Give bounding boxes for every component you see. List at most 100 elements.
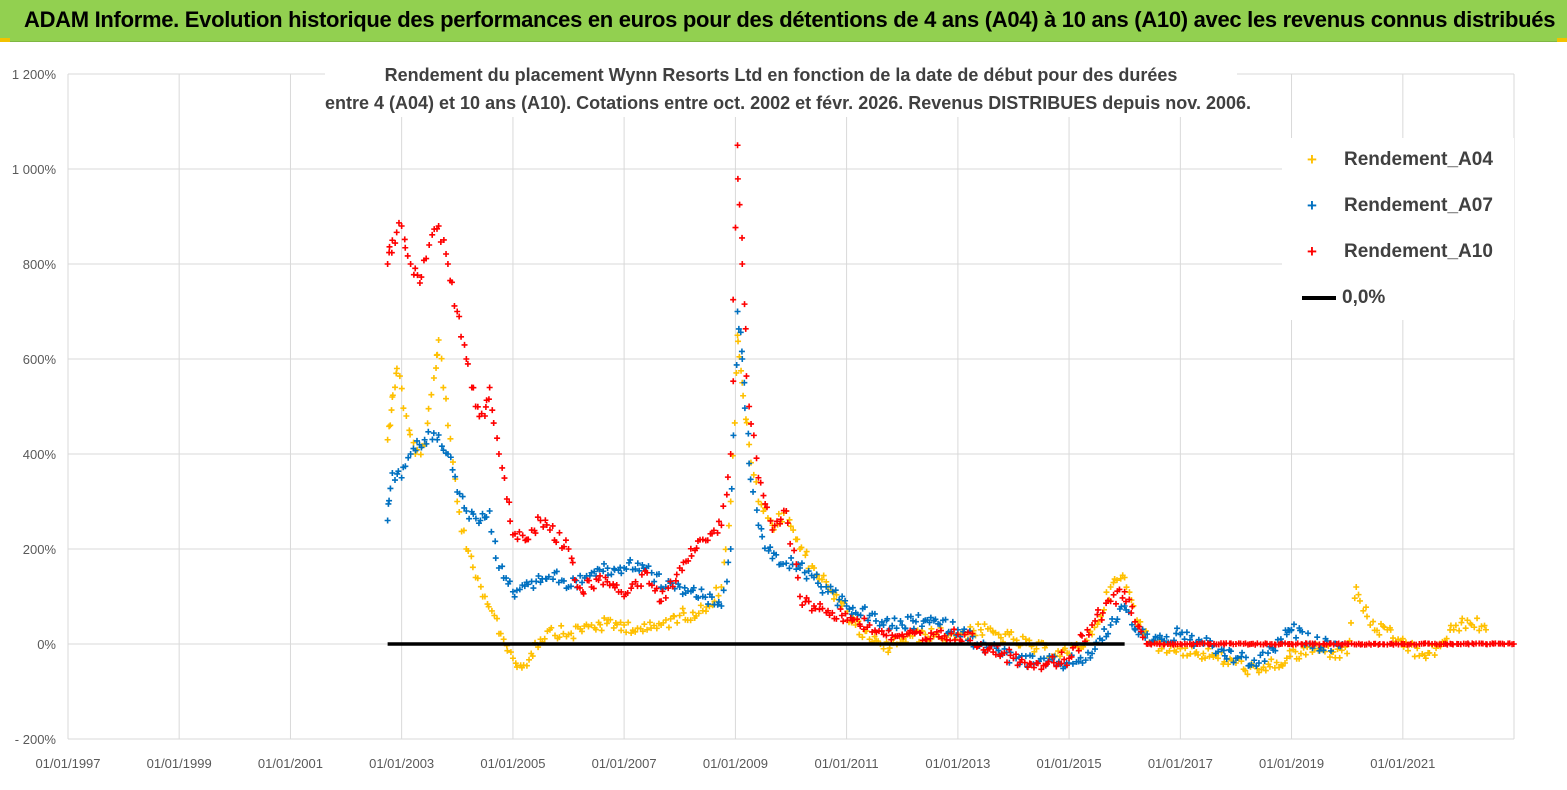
point-Rendement_A07 xyxy=(1114,616,1121,623)
point-Rendement_A04 xyxy=(1286,647,1293,654)
point-Rendement_A07 xyxy=(1259,649,1266,656)
point-Rendement_A07 xyxy=(1288,626,1295,633)
point-Rendement_A10 xyxy=(1465,641,1472,648)
point-Rendement_A07 xyxy=(503,575,510,582)
point-Rendement_A04 xyxy=(1326,654,1333,661)
point-Rendement_A07 xyxy=(438,443,445,450)
x-tick-label: 01/01/2013 xyxy=(925,756,990,771)
point-Rendement_A07 xyxy=(739,356,746,362)
point-Rendement_A04 xyxy=(460,527,467,534)
point-Rendement_A10 xyxy=(1138,628,1145,635)
point-Rendement_A07 xyxy=(1255,660,1262,666)
point-Rendement_A04 xyxy=(468,553,475,560)
point-Rendement_A07 xyxy=(488,528,495,535)
point-Rendement_A07 xyxy=(1261,658,1268,665)
point-Rendement_A10 xyxy=(693,545,700,552)
point-Rendement_A10 xyxy=(1075,647,1082,654)
point-Rendement_A10 xyxy=(992,651,999,658)
point-Rendement_A10 xyxy=(1084,626,1091,633)
point-Rendement_A04 xyxy=(1381,624,1388,631)
point-Rendement_A04 xyxy=(644,626,651,633)
point-Rendement_A07 xyxy=(893,625,900,632)
point-Rendement_A10 xyxy=(1007,652,1014,659)
point-Rendement_A07 xyxy=(623,566,630,573)
point-Rendement_A10 xyxy=(982,649,989,656)
point-Rendement_A10 xyxy=(842,610,849,617)
point-Rendement_A10 xyxy=(665,585,672,592)
point-Rendement_A04 xyxy=(384,436,391,443)
point-Rendement_A07 xyxy=(1314,634,1321,641)
point-Rendement_A07 xyxy=(1251,657,1258,664)
point-Rendement_A04 xyxy=(1056,653,1063,660)
point-Rendement_A07 xyxy=(1121,603,1128,609)
point-Rendement_A07 xyxy=(927,614,934,621)
point-Rendement_A10 xyxy=(444,261,451,267)
point-Rendement_A07 xyxy=(394,470,401,477)
point-Rendement_A10 xyxy=(730,296,737,303)
point-Rendement_A10 xyxy=(799,602,806,609)
point-Rendement_A04 xyxy=(1283,655,1290,662)
point-Rendement_A04 xyxy=(403,413,410,419)
point-Rendement_A07 xyxy=(579,579,586,586)
x-tick-label: 01/01/1997 xyxy=(35,756,100,771)
point-Rendement_A07 xyxy=(793,566,800,573)
point-Rendement_A04 xyxy=(570,635,577,642)
point-Rendement_A07 xyxy=(632,566,639,573)
x-tick-label: 01/01/1999 xyxy=(147,756,212,771)
point-Rendement_A04 xyxy=(1482,626,1489,633)
point-Rendement_A04 xyxy=(430,375,437,381)
point-Rendement_A04 xyxy=(1422,655,1429,662)
point-Rendement_A04 xyxy=(597,621,604,628)
point-Rendement_A07 xyxy=(783,560,790,567)
point-Rendement_A04 xyxy=(760,508,767,515)
point-Rendement_A07 xyxy=(545,573,552,580)
point-Rendement_A10 xyxy=(1001,650,1008,657)
point-Rendement_A10 xyxy=(1132,618,1139,625)
point-Rendement_A10 xyxy=(817,600,824,607)
point-Rendement_A07 xyxy=(857,612,864,619)
point-Rendement_A04 xyxy=(598,627,605,634)
point-Rendement_A07 xyxy=(747,476,754,483)
point-Rendement_A10 xyxy=(930,631,937,638)
point-Rendement_A04 xyxy=(1100,606,1107,613)
point-Rendement_A04 xyxy=(981,621,988,628)
point-Rendement_A10 xyxy=(739,261,746,267)
point-Rendement_A10 xyxy=(941,632,948,639)
point-Rendement_A04 xyxy=(1121,574,1128,581)
legend-label-a07: Rendement_A07 xyxy=(1344,195,1493,216)
point-Rendement_A07 xyxy=(705,601,712,608)
point-Rendement_A04 xyxy=(742,416,749,423)
point-Rendement_A07 xyxy=(463,508,470,514)
point-Rendement_A04 xyxy=(740,392,747,399)
point-Rendement_A04 xyxy=(1158,645,1165,652)
point-Rendement_A10 xyxy=(658,598,665,605)
point-Rendement_A10 xyxy=(569,559,576,566)
point-Rendement_A10 xyxy=(600,581,607,588)
point-Rendement_A04 xyxy=(621,622,628,628)
point-Rendement_A10 xyxy=(838,612,845,619)
chart-grid xyxy=(67,73,1515,740)
point-Rendement_A10 xyxy=(1058,649,1065,656)
point-Rendement_A07 xyxy=(912,618,919,625)
x-tick-label: 01/01/2019 xyxy=(1259,756,1324,771)
point-Rendement_A07 xyxy=(761,545,768,552)
legend-marker-a10: + xyxy=(1307,242,1317,261)
point-Rendement_A04 xyxy=(1458,619,1465,626)
point-Rendement_A07 xyxy=(492,555,499,562)
point-Rendement_A04 xyxy=(1344,650,1351,657)
point-Rendement_A07 xyxy=(550,576,557,583)
point-Rendement_A07 xyxy=(1223,655,1230,662)
point-Rendement_A07 xyxy=(899,622,906,628)
point-Rendement_A10 xyxy=(796,593,803,600)
point-Rendement_A07 xyxy=(718,603,725,609)
point-Rendement_A10 xyxy=(784,520,791,527)
point-Rendement_A10 xyxy=(648,582,655,589)
point-Rendement_A10 xyxy=(1006,646,1013,653)
point-Rendement_A07 xyxy=(843,603,850,609)
point-Rendement_A07 xyxy=(737,329,744,336)
point-Rendement_A04 xyxy=(614,621,621,628)
point-Rendement_A10 xyxy=(412,265,419,272)
point-Rendement_A04 xyxy=(1370,618,1377,625)
point-Rendement_A10 xyxy=(688,552,695,559)
point-Rendement_A10 xyxy=(723,491,730,498)
